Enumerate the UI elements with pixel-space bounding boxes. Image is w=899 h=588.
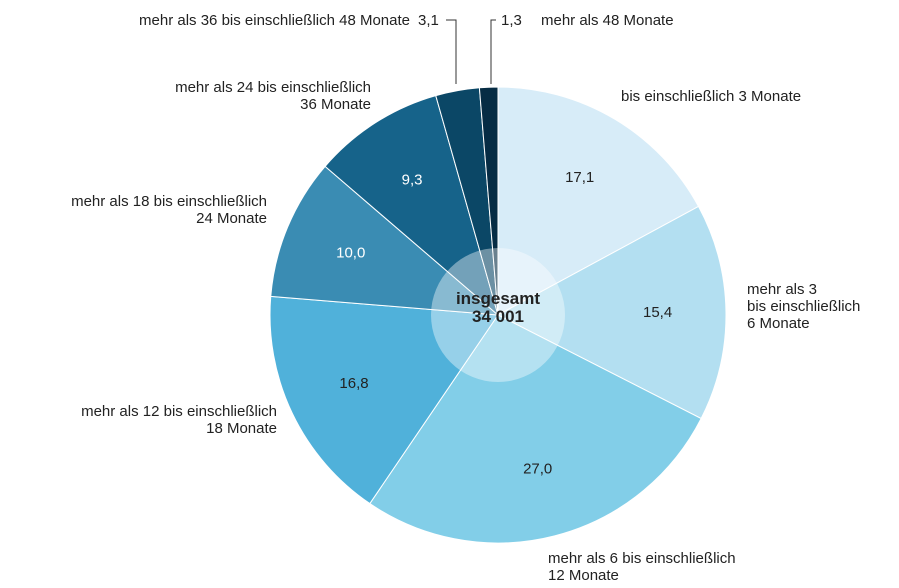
value-label: 16,8 (339, 375, 368, 392)
category-label: mehr als 6 bis einschließlich 12 Monate (548, 550, 736, 584)
category-label: mehr als 36 bis einschließlich 48 Monate (139, 12, 410, 29)
center-title: insgesamt (455, 289, 541, 308)
pie-slice (270, 165, 500, 316)
value-label: 15,4 (643, 304, 672, 321)
pie-slice (496, 205, 727, 420)
category-label: mehr als 24 bis einschließlich 36 Monate (175, 79, 371, 113)
pie-slice (324, 95, 499, 317)
value-label: 9,3 (402, 171, 423, 188)
category-label: mehr als 3 bis einschließlich 6 Monate (747, 281, 861, 332)
value-label: 27,0 (523, 461, 552, 478)
pie-slice (497, 86, 700, 316)
value-label: 10,0 (336, 244, 365, 261)
pie-slice (269, 295, 499, 505)
value-label: 17,1 (565, 169, 594, 186)
pie: 17,1 15,4 27,0 16,8 10,0 9,3 (269, 86, 727, 544)
pie-slice (369, 314, 702, 544)
center-label: insgesamt 34 001 (398, 290, 598, 326)
category-label: bis einschließlich 3 Monate (621, 88, 802, 105)
category-label: mehr als 12 bis einschließlich 18 Monate (81, 403, 277, 437)
center-total: 34 001 (472, 307, 524, 326)
leader-line (446, 19, 457, 84)
leader-line (490, 19, 496, 84)
total-circle (431, 248, 565, 382)
category-label: mehr als 48 Monate (541, 12, 674, 29)
value-label: 3,1 (418, 12, 439, 29)
pie-slice (478, 86, 499, 316)
category-label: mehr als 18 bis einschließlich 24 Monate (71, 193, 267, 227)
value-label: 1,3 (501, 12, 522, 29)
